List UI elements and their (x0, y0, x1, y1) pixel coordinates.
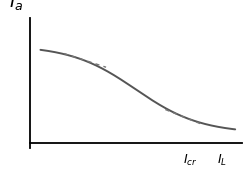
Text: $\mathit{I}_\mathit{a}$: $\mathit{I}_\mathit{a}$ (9, 0, 23, 12)
Text: $\mathit{I}_{\mathit{cr}}$: $\mathit{I}_{\mathit{cr}}$ (184, 153, 198, 168)
Text: $\mathit{I}_\mathit{L}$: $\mathit{I}_\mathit{L}$ (217, 153, 228, 168)
